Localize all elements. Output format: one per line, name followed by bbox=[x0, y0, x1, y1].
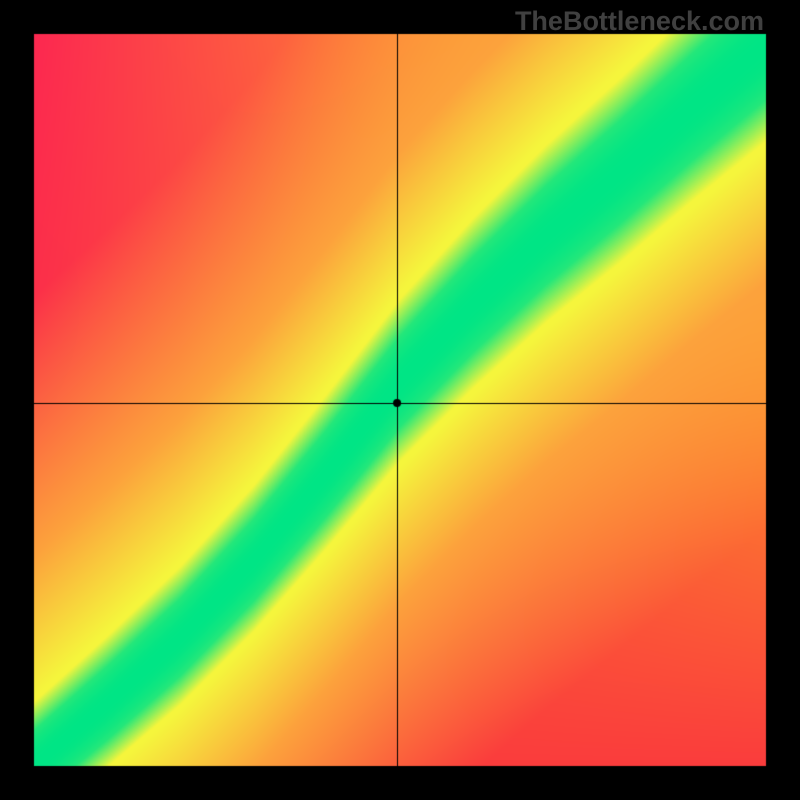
chart-container: TheBottleneck.com bbox=[0, 0, 800, 800]
bottleneck-heatmap bbox=[0, 0, 800, 800]
watermark-text: TheBottleneck.com bbox=[515, 6, 764, 37]
